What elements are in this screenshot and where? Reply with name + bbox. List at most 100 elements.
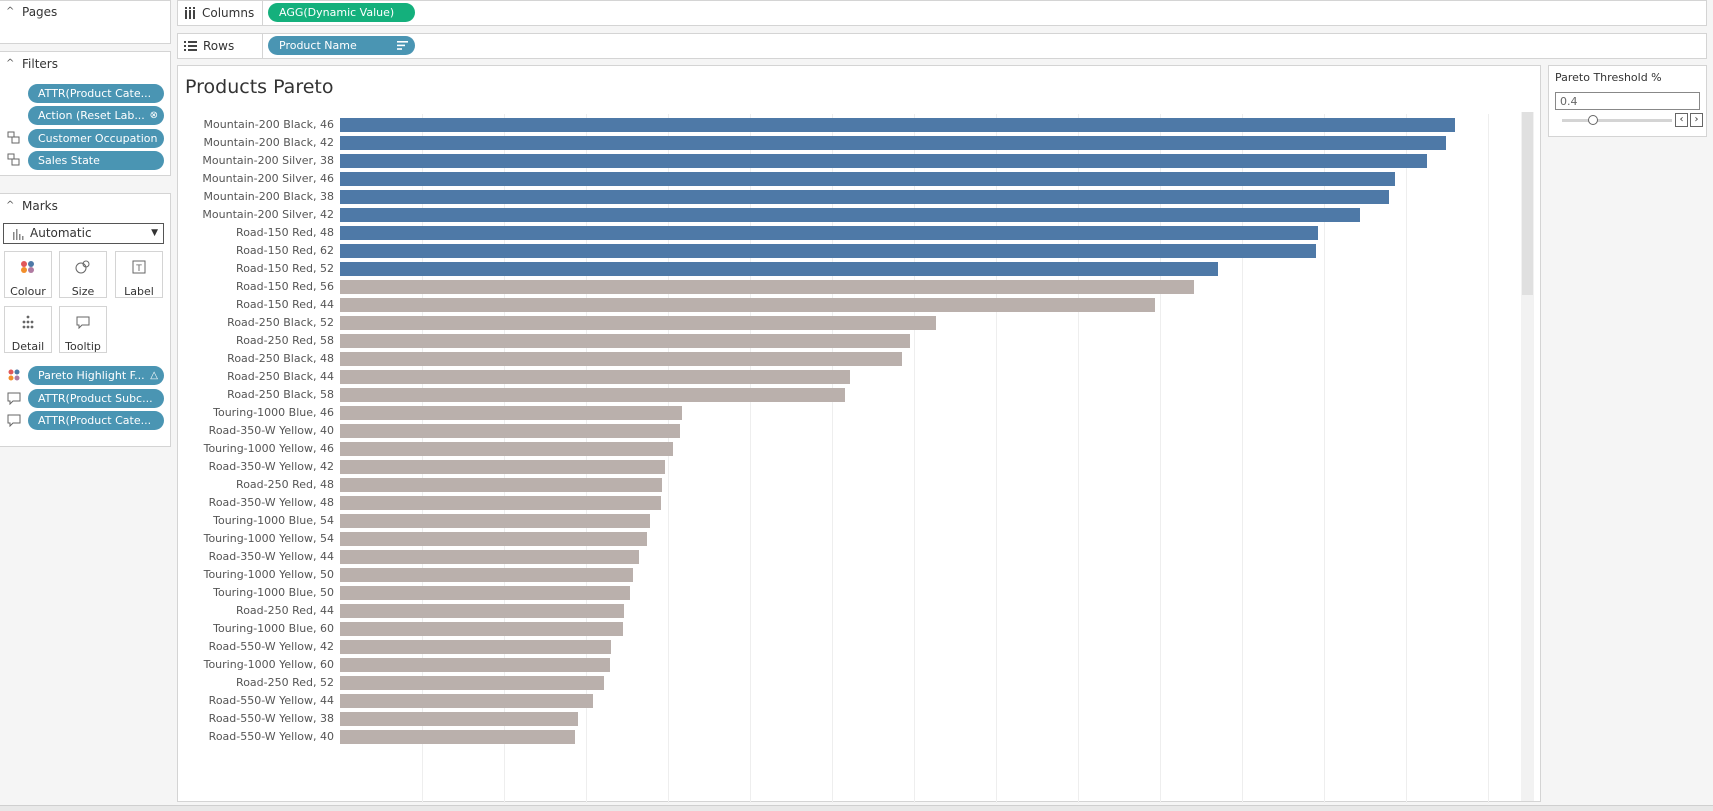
bar[interactable] xyxy=(340,514,651,528)
row-label[interactable]: Touring-1000 Blue, 54 xyxy=(213,514,334,527)
bar[interactable] xyxy=(340,172,1395,186)
row-label[interactable]: Mountain-200 Black, 42 xyxy=(203,136,334,149)
bar[interactable] xyxy=(340,352,902,366)
collapse-chevron-icon[interactable]: ^ xyxy=(6,5,15,17)
decrement-button[interactable]: ‹ xyxy=(1675,113,1688,127)
bar[interactable] xyxy=(340,190,1390,204)
bar[interactable] xyxy=(340,442,673,456)
row-label[interactable]: Touring-1000 Blue, 50 xyxy=(213,586,334,599)
marks-pill[interactable]: Pareto Highlight F... △ xyxy=(28,366,164,385)
row-label[interactable]: Touring-1000 Yellow, 54 xyxy=(203,532,334,545)
bar[interactable] xyxy=(340,568,633,582)
row-label[interactable]: Road-550-W Yellow, 44 xyxy=(208,694,334,707)
bar[interactable] xyxy=(340,658,611,672)
columns-shelf[interactable]: Columns AGG(Dynamic Value) xyxy=(177,0,1707,26)
bar[interactable] xyxy=(340,136,1446,150)
bar[interactable] xyxy=(340,316,936,330)
size-button[interactable]: Size xyxy=(59,251,107,298)
bar[interactable] xyxy=(340,640,612,654)
bar[interactable] xyxy=(340,406,683,420)
label-button[interactable]: T Label xyxy=(115,251,163,298)
row-label[interactable]: Road-150 Red, 48 xyxy=(236,226,334,239)
bar[interactable] xyxy=(340,280,1195,294)
filter-pill[interactable]: ATTR(Product Cate... xyxy=(28,84,164,103)
filter-pill[interactable]: Sales State xyxy=(28,151,164,170)
rows-shelf[interactable]: Rows Product Name xyxy=(177,33,1707,59)
row-label[interactable]: Road-250 Black, 52 xyxy=(227,316,334,329)
threshold-slider[interactable] xyxy=(1562,119,1672,122)
collapse-chevron-icon[interactable]: ^ xyxy=(6,199,15,211)
rows-pill[interactable]: Product Name xyxy=(268,36,415,55)
collapse-chevron-icon[interactable]: ^ xyxy=(6,57,15,69)
bar[interactable] xyxy=(340,388,846,402)
bar[interactable] xyxy=(340,622,624,636)
row-label[interactable]: Road-350-W Yellow, 48 xyxy=(208,496,334,509)
bar[interactable] xyxy=(340,604,625,618)
bar[interactable] xyxy=(340,154,1427,168)
bar[interactable] xyxy=(340,370,850,384)
detail-button[interactable]: Detail xyxy=(4,306,52,353)
bar[interactable] xyxy=(340,244,1316,258)
row-label[interactable]: Touring-1000 Blue, 60 xyxy=(213,622,334,635)
row-label[interactable]: Road-550-W Yellow, 42 xyxy=(208,640,334,653)
row-label[interactable]: Road-350-W Yellow, 40 xyxy=(208,424,334,437)
filter-pill[interactable]: Action (Reset Lab... ⊗ xyxy=(28,106,164,125)
bar[interactable] xyxy=(340,478,663,492)
row-label[interactable]: Road-550-W Yellow, 38 xyxy=(208,712,334,725)
bar[interactable] xyxy=(340,550,639,564)
row-label[interactable]: Road-150 Red, 62 xyxy=(236,244,334,257)
row-label[interactable]: Road-150 Red, 44 xyxy=(236,298,334,311)
bar[interactable] xyxy=(340,334,910,348)
row-label[interactable]: Road-150 Red, 56 xyxy=(236,280,334,293)
marks-pill[interactable]: ATTR(Product Subc... xyxy=(28,389,164,408)
marks-pill[interactable]: ATTR(Product Cate... xyxy=(28,411,164,430)
bar[interactable] xyxy=(340,298,1156,312)
row-label[interactable]: Touring-1000 Yellow, 60 xyxy=(203,658,334,671)
filter-pill-label: Customer Occupation xyxy=(38,132,158,145)
row-label[interactable]: Touring-1000 Yellow, 46 xyxy=(203,442,334,455)
bar[interactable] xyxy=(340,676,605,690)
row-label[interactable]: Road-250 Black, 44 xyxy=(227,370,334,383)
row-label[interactable]: Road-250 Black, 48 xyxy=(227,352,334,365)
row-label[interactable]: Road-250 Red, 48 xyxy=(236,478,334,491)
bar[interactable] xyxy=(340,424,680,438)
row-label[interactable]: Road-250 Black, 58 xyxy=(227,388,334,401)
row-label[interactable]: Road-250 Red, 44 xyxy=(236,604,334,617)
columns-pill[interactable]: AGG(Dynamic Value) xyxy=(268,3,415,22)
mark-type-dropdown[interactable]: Automatic ▼ xyxy=(3,223,164,244)
bar[interactable] xyxy=(340,226,1319,240)
bar[interactable] xyxy=(340,712,579,726)
increment-button[interactable]: › xyxy=(1690,113,1703,127)
slider-handle[interactable] xyxy=(1587,115,1598,125)
row-label[interactable]: Road-250 Red, 52 xyxy=(236,676,334,689)
row-label[interactable]: Mountain-200 Silver, 42 xyxy=(202,208,334,221)
bar[interactable] xyxy=(340,586,631,600)
row-label[interactable]: Road-350-W Yellow, 42 xyxy=(208,460,334,473)
tooltip-button[interactable]: Tooltip xyxy=(59,306,107,353)
row-label[interactable]: Touring-1000 Blue, 46 xyxy=(213,406,334,419)
colour-button[interactable]: Colour xyxy=(4,251,52,298)
row-label[interactable]: Road-250 Red, 58 xyxy=(236,334,334,347)
row-label[interactable]: Road-350-W Yellow, 44 xyxy=(208,550,334,563)
scrollbar-thumb[interactable] xyxy=(1522,112,1533,295)
bar[interactable] xyxy=(340,118,1456,132)
threshold-input[interactable] xyxy=(1555,92,1700,110)
row-label[interactable]: Touring-1000 Yellow, 50 xyxy=(203,568,334,581)
bar[interactable] xyxy=(340,262,1218,276)
row-label[interactable]: Mountain-200 Black, 46 xyxy=(203,118,334,131)
sheet-tabs-bar[interactable] xyxy=(0,805,1713,811)
bar[interactable] xyxy=(340,532,647,546)
row-label[interactable]: Mountain-200 Black, 38 xyxy=(203,190,334,203)
bar[interactable] xyxy=(340,460,665,474)
row-label[interactable]: Mountain-200 Silver, 46 xyxy=(202,172,334,185)
bar[interactable] xyxy=(340,496,661,510)
row-label[interactable]: Road-550-W Yellow, 40 xyxy=(208,730,334,743)
filter-pill[interactable]: Customer Occupation xyxy=(28,129,164,148)
bar[interactable] xyxy=(340,694,593,708)
row-label[interactable]: Mountain-200 Silver, 38 xyxy=(202,154,334,167)
columns-pill-label: AGG(Dynamic Value) xyxy=(279,6,395,19)
row-label[interactable]: Road-150 Red, 52 xyxy=(236,262,334,275)
vertical-scrollbar[interactable] xyxy=(1521,112,1534,801)
bar[interactable] xyxy=(340,208,1360,222)
bar[interactable] xyxy=(340,730,575,744)
